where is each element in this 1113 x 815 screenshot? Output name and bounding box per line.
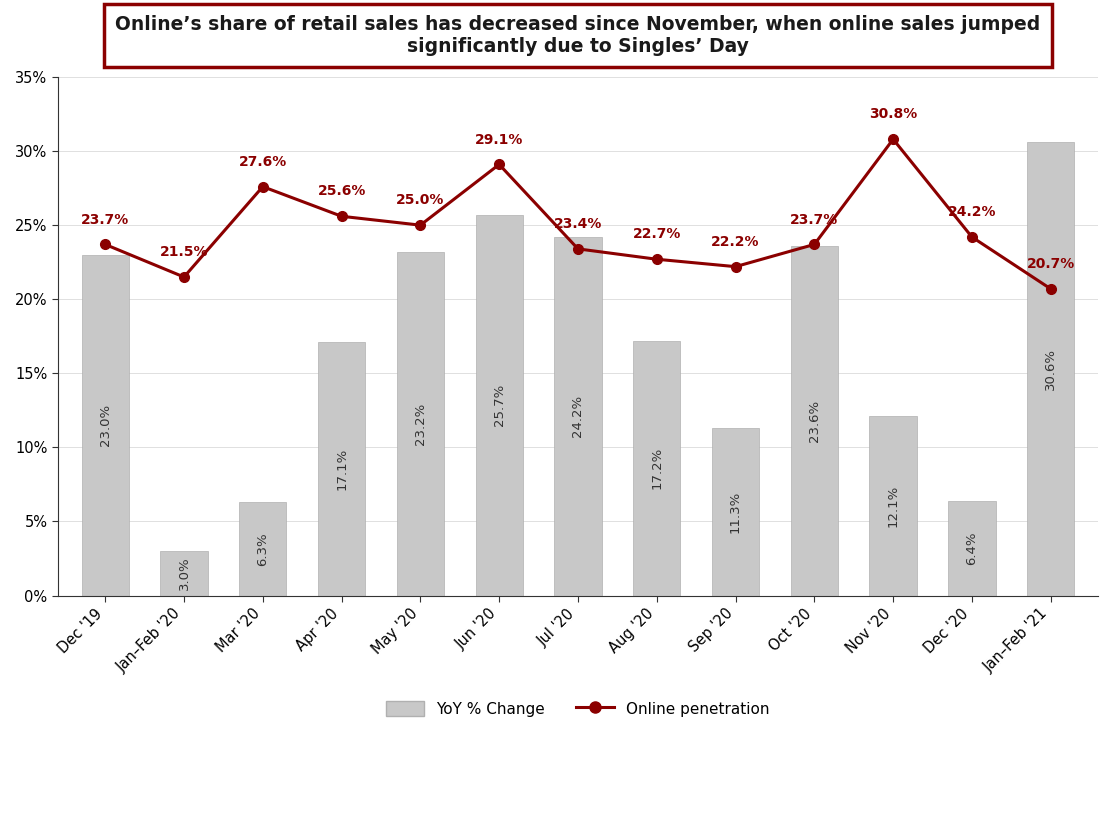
Text: 12.1%: 12.1%	[887, 485, 899, 527]
Text: 29.1%: 29.1%	[475, 133, 523, 147]
Text: 23.2%: 23.2%	[414, 403, 427, 445]
Text: 23.7%: 23.7%	[81, 213, 129, 227]
Text: 17.2%: 17.2%	[650, 447, 663, 489]
Text: 6.4%: 6.4%	[965, 531, 978, 565]
Text: 22.7%: 22.7%	[632, 227, 681, 241]
Text: 21.5%: 21.5%	[160, 245, 208, 259]
Text: 25.6%: 25.6%	[317, 184, 366, 199]
Bar	[633, 341, 680, 596]
Text: 23.7%: 23.7%	[790, 213, 838, 227]
Text: 25.0%: 25.0%	[396, 193, 444, 207]
Bar	[475, 215, 523, 596]
Text: 25.7%: 25.7%	[493, 384, 505, 426]
Bar	[396, 252, 444, 596]
Bar	[81, 255, 129, 596]
Text: 30.6%: 30.6%	[1044, 348, 1057, 390]
Bar	[712, 428, 759, 596]
Text: 23.0%: 23.0%	[99, 404, 111, 447]
Text: 27.6%: 27.6%	[238, 155, 287, 169]
Title: Online’s share of retail sales has decreased since November, when online sales j: Online’s share of retail sales has decre…	[116, 15, 1041, 56]
Bar	[790, 246, 838, 596]
Text: 24.2%: 24.2%	[947, 205, 996, 219]
Bar	[869, 416, 917, 596]
Text: 23.4%: 23.4%	[554, 217, 602, 231]
Bar	[239, 502, 286, 596]
Bar	[318, 342, 365, 596]
Bar	[554, 237, 602, 596]
Text: 24.2%: 24.2%	[571, 395, 584, 438]
Text: 30.8%: 30.8%	[869, 108, 917, 121]
Text: 17.1%: 17.1%	[335, 447, 348, 490]
Bar	[1027, 142, 1074, 596]
Legend: YoY % Change, Online penetration: YoY % Change, Online penetration	[380, 694, 776, 723]
Bar	[160, 551, 208, 596]
Text: 22.2%: 22.2%	[711, 235, 760, 249]
Text: 23.6%: 23.6%	[808, 399, 821, 442]
Text: 6.3%: 6.3%	[256, 532, 269, 566]
Bar	[948, 500, 995, 596]
Text: 20.7%: 20.7%	[1026, 257, 1075, 271]
Text: 11.3%: 11.3%	[729, 491, 742, 533]
Text: 3.0%: 3.0%	[177, 557, 190, 590]
